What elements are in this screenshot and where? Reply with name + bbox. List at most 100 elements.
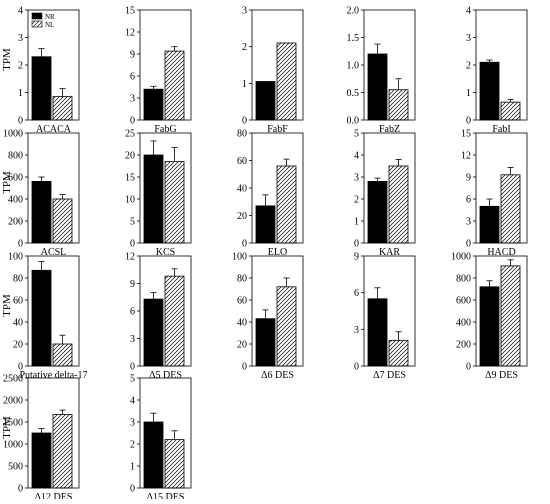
bar-NR	[255, 81, 276, 121]
y-tick-label: 3	[130, 334, 135, 345]
y-tick-label: 15	[461, 129, 471, 140]
x-axis-label: Δ9 DES	[485, 370, 518, 381]
y-tick-label: 0	[466, 116, 471, 127]
y-tick-label: 1	[242, 79, 247, 90]
y-tick-label: 1	[466, 88, 471, 99]
y-tick-label: 12	[125, 252, 135, 263]
bar-NR	[479, 61, 500, 121]
y-tick-label: 1	[130, 462, 135, 473]
y-tick-label: 20	[13, 340, 23, 351]
y-tick-label: 80	[237, 129, 247, 140]
y-tick-label: 3	[18, 33, 23, 44]
bar-NR	[479, 286, 500, 367]
y-tick-label: 0	[130, 484, 135, 495]
legend-swatch-NL	[31, 20, 43, 28]
y-tick-label: 0.5	[347, 88, 360, 99]
x-axis-label: Δ7 DES	[373, 370, 406, 381]
chart-panel-2: 0 1 2 3 FabF	[242, 6, 304, 135]
y-axis-label: TPM	[1, 416, 13, 439]
y-tick-label: 9	[130, 50, 135, 61]
y-tick-label: 0	[18, 239, 23, 250]
y-tick-label: 2	[130, 440, 135, 451]
y-tick-label: 600	[456, 296, 471, 307]
y-tick-label: 20	[237, 211, 247, 222]
bar-NL	[500, 101, 521, 121]
y-tick-label: 500	[8, 462, 23, 473]
y-tick-label: 0	[466, 362, 471, 373]
y-tick-label: 1000	[451, 252, 471, 263]
bar-NL	[164, 50, 185, 121]
y-tick-label: 15	[125, 173, 135, 184]
bar-NL	[276, 286, 297, 367]
y-tick-label: 100	[232, 252, 247, 263]
y-tick-label: 2000	[3, 396, 23, 407]
x-axis-label: Δ15 DES	[147, 492, 185, 499]
y-tick-label: 9	[354, 252, 359, 263]
y-axis-label: TPM	[1, 48, 13, 71]
y-tick-label: 0	[354, 239, 359, 250]
x-axis-label: FabG	[154, 124, 176, 135]
chart-panel-7: 0 20 40 60 80 ELO	[237, 129, 304, 258]
y-axis-label: TPM	[1, 171, 13, 194]
x-axis-label: ACSL	[41, 247, 67, 258]
chart-panel-3: 0.0 0.5 1.0 1.5 2.0 FabZ	[347, 6, 416, 135]
y-tick-label: 1.0	[347, 61, 360, 72]
chart-panel-4: 0 1 2 3 4 FabI	[466, 6, 528, 135]
y-tick-label: 6	[130, 72, 135, 83]
y-tick-label: 1500	[3, 418, 23, 429]
chart-panel-13: 0 3 6 9 Δ7 DES	[354, 252, 416, 381]
chart-panel-6: 0 5 10 15 20 25 KCS	[125, 129, 192, 258]
y-tick-label: 4	[18, 6, 23, 17]
bar-NL	[52, 198, 73, 244]
y-tick-label: 3	[130, 94, 135, 105]
y-tick-label: 10	[125, 195, 135, 206]
x-axis-label: KAR	[379, 247, 400, 258]
y-tick-label: 3	[242, 6, 247, 17]
bar-NR	[367, 53, 388, 121]
bar-NL	[500, 265, 521, 367]
bar-NR	[31, 269, 52, 367]
y-tick-label: 4	[354, 151, 359, 162]
x-axis-label: Δ5 DES	[149, 370, 182, 381]
y-tick-label: 0	[242, 362, 247, 373]
y-tick-label: 6	[130, 307, 135, 318]
y-tick-label: 0	[130, 239, 135, 250]
y-tick-label: 0	[130, 116, 135, 127]
y-tick-label: 3	[354, 173, 359, 184]
y-tick-label: 6	[466, 195, 471, 206]
y-tick-label: 2.0	[347, 6, 360, 17]
bar-NR	[143, 421, 164, 489]
y-tick-label: 2	[18, 61, 23, 72]
y-tick-label: 400	[456, 318, 471, 329]
y-tick-label: 20	[237, 340, 247, 351]
y-tick-label: 5	[354, 129, 359, 140]
chart-panel-8: 0 1 2 3 4 5 KAR	[354, 129, 416, 258]
y-tick-label: 1000	[3, 440, 23, 451]
bar-NR	[255, 205, 276, 244]
legend-label: NR	[45, 13, 55, 21]
y-tick-label: 1.5	[347, 33, 360, 44]
y-tick-label: 0	[18, 484, 23, 495]
y-tick-label: 15	[125, 6, 135, 17]
bar-NL	[388, 165, 409, 244]
y-tick-label: 0	[130, 362, 135, 373]
y-tick-label: 2	[466, 61, 471, 72]
x-axis-label: ACACA	[36, 124, 72, 135]
y-tick-label: 40	[13, 318, 23, 329]
y-tick-label: 20	[125, 151, 135, 162]
y-tick-label: 9	[466, 173, 471, 184]
chart-panel-5: 0 200 400 600 800 1000 ACSL TPM	[1, 129, 80, 258]
bar-NL	[388, 89, 409, 121]
bar-NR	[143, 298, 164, 367]
chart-panel-15: 0 500 1000 1500 2000 2500 Δ12 DES TPM	[1, 374, 80, 503]
bar-NR	[143, 154, 164, 244]
y-tick-label: 1	[18, 88, 23, 99]
bar-NR	[143, 88, 164, 121]
legend-label: NL	[45, 21, 54, 29]
bar-NL	[276, 165, 297, 244]
y-tick-label: 6	[354, 288, 359, 299]
bar-NR	[31, 180, 52, 244]
y-tick-label: 4	[466, 6, 471, 17]
